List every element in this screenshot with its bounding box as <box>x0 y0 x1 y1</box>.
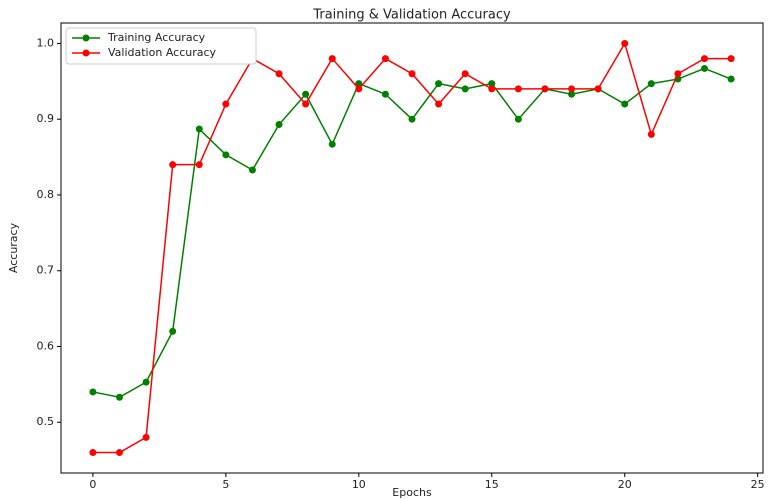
x-tick-label: 5 <box>222 478 229 491</box>
data-point <box>381 55 389 63</box>
data-point <box>541 85 549 93</box>
data-point <box>302 100 310 108</box>
legend-marker <box>82 34 90 42</box>
data-point <box>116 393 123 401</box>
y-tick-label: 0.8 <box>37 188 55 201</box>
data-point <box>594 85 602 93</box>
x-tick-label: 0 <box>89 478 96 491</box>
data-point <box>381 90 389 98</box>
data-point <box>302 90 310 98</box>
y-axis-label: Accuracy <box>7 222 20 273</box>
series-line <box>92 41 732 454</box>
data-point <box>488 85 496 93</box>
legend-marker <box>82 49 90 57</box>
data-point <box>701 55 708 63</box>
data-point <box>275 70 283 78</box>
data-point <box>514 85 522 93</box>
x-tick-label: 25 <box>751 478 765 491</box>
data-point <box>408 115 416 123</box>
data-point <box>89 449 97 457</box>
legend-label: Training Accuracy <box>107 31 206 44</box>
data-point <box>461 70 469 78</box>
data-point <box>355 85 363 93</box>
data-point <box>222 100 230 108</box>
chart-title: Training & Validation Accuracy <box>312 8 511 23</box>
data-point <box>621 39 629 47</box>
data-point <box>248 166 256 174</box>
y-tick-label: 0.6 <box>37 339 55 352</box>
data-point <box>435 80 443 88</box>
data-point <box>116 449 123 457</box>
data-point <box>169 161 177 169</box>
y-tick-label: 1.0 <box>37 36 55 49</box>
data-point <box>647 80 655 88</box>
data-point <box>195 125 203 133</box>
legend-label: Validation Accuracy <box>108 46 217 59</box>
data-point <box>461 85 469 93</box>
data-point <box>514 115 522 123</box>
data-point <box>568 90 576 98</box>
y-tick-label: 0.7 <box>37 264 55 277</box>
data-point <box>701 64 708 72</box>
data-point <box>727 75 735 83</box>
data-point <box>647 130 655 138</box>
data-point <box>275 121 283 129</box>
y-tick-label: 0.9 <box>37 112 55 125</box>
plot-frame <box>60 22 764 474</box>
x-axis-label: Epochs <box>392 486 432 499</box>
data-point <box>727 55 735 63</box>
x-tick-label: 10 <box>352 478 366 491</box>
x-tick-label: 20 <box>618 478 632 491</box>
data-point <box>195 161 203 169</box>
data-point <box>142 433 150 441</box>
data-point <box>488 80 496 88</box>
data-point <box>355 80 363 88</box>
data-point <box>89 388 97 396</box>
data-point <box>568 85 576 93</box>
legend-box <box>65 27 257 65</box>
x-tick-label: 15 <box>485 478 499 491</box>
data-point <box>621 100 629 108</box>
data-point <box>674 70 682 78</box>
data-point <box>408 70 416 78</box>
data-point <box>222 151 230 159</box>
data-point <box>328 140 336 148</box>
y-tick-label: 0.5 <box>37 415 55 428</box>
data-point <box>142 378 150 386</box>
data-point <box>328 55 336 63</box>
data-point <box>169 327 177 335</box>
data-point <box>435 100 443 108</box>
